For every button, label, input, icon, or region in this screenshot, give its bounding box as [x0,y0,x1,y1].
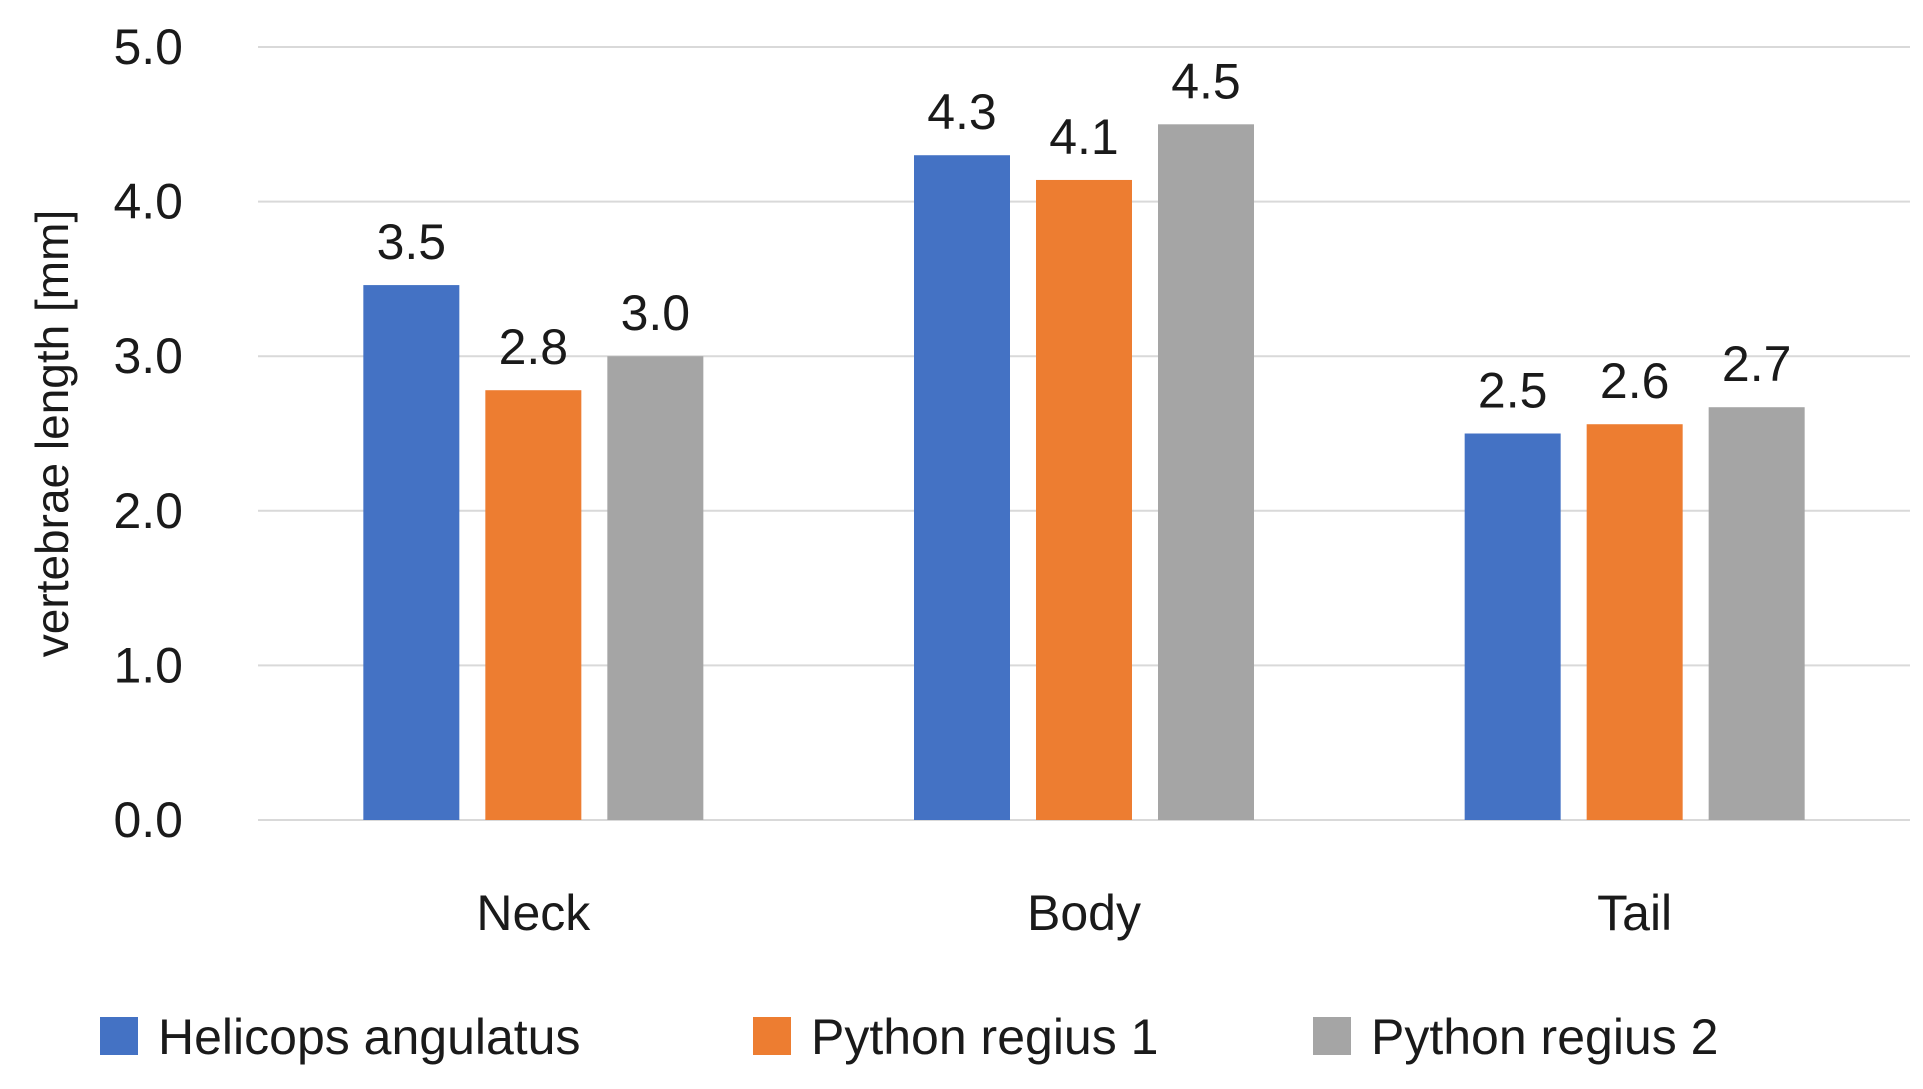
y-axis-ticks: 0.0 1.0 2.0 3.0 4.0 5.0 [113,19,183,848]
bar-helicops-angulatus-body [914,155,1010,821]
legend-swatch [753,1017,791,1055]
data-labels: 3.5 2.8 3.0 4.3 4.1 4.5 2.5 2.6 2.7 [377,53,1792,418]
y-tick-label: 0.0 [113,792,183,848]
x-category-label: Tail [1597,885,1672,941]
bar-python-regius-1-body [1036,179,1132,820]
legend-item-python-regius-1: Python regius 1 [753,1009,1158,1065]
y-tick-label: 3.0 [113,328,183,384]
legend-swatch [100,1017,138,1055]
y-axis-title: vertebrae length [mm] [26,210,78,657]
bar-python-regius-1-neck [485,390,582,820]
data-label: 2.6 [1600,353,1670,409]
legend-swatch [1313,1017,1351,1055]
bar-python-regius-2-neck [607,356,704,820]
bars [363,124,1805,821]
bar-python-regius-2-body [1158,124,1254,821]
legend-label: Python regius 1 [811,1009,1158,1065]
data-label: 3.0 [621,285,691,341]
legend-label: Python regius 2 [1371,1009,1718,1065]
x-category-label: Neck [476,885,591,941]
legend-item-helicops-angulatus: Helicops angulatus [100,1009,581,1065]
bar-python-regius-1-tail [1586,424,1683,820]
y-tick-label: 2.0 [113,483,183,539]
data-label: 3.5 [377,214,447,270]
legend-item-python-regius-2: Python regius 2 [1313,1009,1718,1065]
data-label: 4.5 [1171,53,1241,109]
data-label: 2.8 [499,319,569,375]
bar-python-regius-2-tail [1708,407,1805,820]
y-tick-label: 4.0 [113,174,183,230]
data-label: 4.3 [927,84,997,140]
x-axis-categories: Neck Body Tail [476,885,1672,941]
y-tick-label: 1.0 [113,637,183,693]
legend: Helicops angulatus Python regius 1 Python … [100,1009,1718,1065]
bar-helicops-angulatus-tail [1464,433,1561,820]
bar-helicops-angulatus-neck [363,285,460,821]
x-category-label: Body [1027,885,1141,941]
legend-label: Helicops angulatus [158,1009,581,1065]
data-label: 2.7 [1722,336,1792,392]
data-label: 2.5 [1478,363,1548,419]
data-label: 4.1 [1049,109,1119,165]
y-tick-label: 5.0 [113,19,183,75]
